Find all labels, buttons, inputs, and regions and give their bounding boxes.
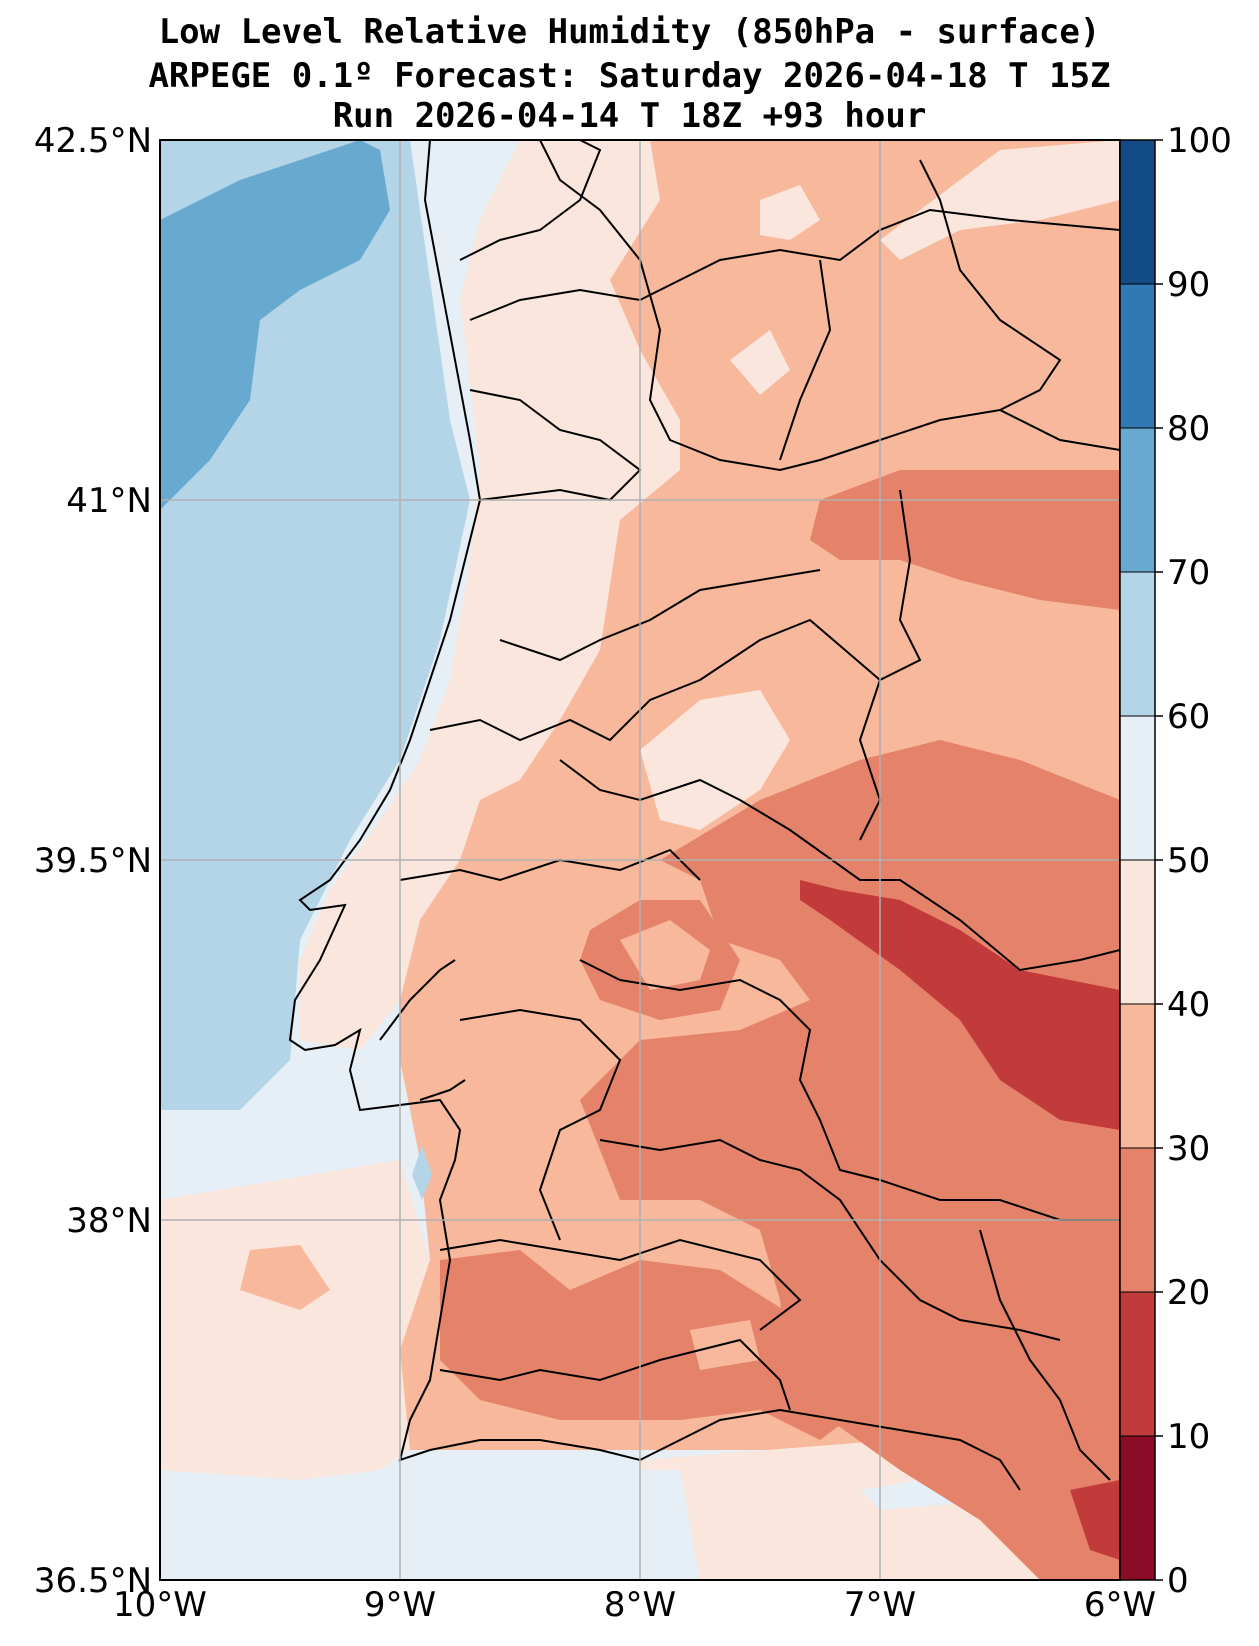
coastline-and-borders [288, 140, 1120, 1491]
border-5 [779, 259, 832, 461]
rh-60-70-bay [412, 1145, 432, 1200]
title-line-2: ARPEGE 0.1º Forecast: Saturday 2026-04-1… [148, 56, 1111, 96]
lon-label-1: 9°W [364, 1585, 436, 1625]
colorbar-segment-4 [1120, 860, 1155, 1004]
colorbar-segment-6 [1120, 572, 1155, 716]
lon-label-3: 7°W [844, 1585, 916, 1625]
lon-label-0: 10°W [113, 1585, 207, 1625]
border-7 [858, 489, 922, 841]
colorbar-segment-5 [1120, 716, 1155, 860]
colorbar-segment-0 [1120, 1436, 1155, 1580]
colorbar-segment-8 [1120, 284, 1155, 428]
longitude-labels: 10°W 9°W 8°W 7°W 6°W [113, 1585, 1156, 1625]
lat-label-4: 36.5°N [34, 1561, 152, 1601]
border-6 [919, 159, 1062, 411]
colorbar-label-1: 10 [1167, 1417, 1210, 1457]
colorbar-label-5: 50 [1167, 841, 1210, 881]
border-4 [539, 140, 1120, 472]
border-3 [459, 140, 602, 261]
colorbar-label-2: 20 [1167, 1273, 1210, 1313]
colorbar-segment-7 [1120, 428, 1155, 572]
rh-70-80-ocean [160, 140, 390, 510]
border-14 [599, 1138, 1061, 1341]
colorbar-frame [1119, 139, 1156, 1581]
border-13 [459, 1008, 622, 1241]
rh-20-30-small-3 [800, 1230, 830, 1255]
colorbar-segment-2 [1120, 1148, 1155, 1292]
rh-10-20-southeast [1070, 1480, 1120, 1560]
title-line-3: Run 2026-04-14 T 18Z +93 hour [332, 96, 927, 136]
coastline [288, 140, 1021, 1491]
lat-label-3: 38°N [66, 1201, 152, 1241]
border-16 [439, 1338, 791, 1411]
rh-40-50-north-3 [880, 140, 1120, 260]
estuary-tejo [379, 959, 456, 1041]
rh-20-30-small-2 [730, 1180, 790, 1210]
lat-label-1: 41°N [66, 481, 152, 521]
colorbar-segment-9 [1120, 140, 1155, 284]
rh-40-50-center [640, 690, 790, 830]
lon-label-2: 8°W [604, 1585, 676, 1625]
colorbar-label-4: 40 [1167, 985, 1210, 1025]
rh-40-50-north-1 [760, 185, 820, 240]
border-9 [429, 618, 881, 742]
colorbar-label-10: 100 [1167, 121, 1232, 161]
title-line-1: Low Level Relative Humidity (850hPa - su… [158, 12, 1101, 52]
colorbar-label-8: 80 [1167, 409, 1210, 449]
colorbar-label-9: 90 [1167, 265, 1210, 305]
rh-30-40-offshore [240, 1245, 330, 1310]
colorbar-label-3: 30 [1167, 1129, 1210, 1169]
rh-20-30-northeast [810, 470, 1120, 610]
border-1 [469, 389, 642, 502]
rh-60-70-notch [160, 145, 300, 185]
colorbar-label-0: 0 [1167, 1561, 1189, 1601]
latitude-labels: 42.5°N 41°N 39.5°N 38°N 36.5°N [34, 121, 152, 1601]
colorbar-label-6: 60 [1167, 697, 1210, 737]
rh-40-50-coast [300, 140, 680, 1050]
colorbar-label-7: 70 [1167, 553, 1210, 593]
rh-30-40-south-patch [690, 1320, 760, 1370]
border-10 [559, 759, 1120, 972]
colorbar: 0 10 20 30 40 50 60 70 80 90 100 [1119, 121, 1232, 1601]
rh-40-50-south [160, 1160, 430, 1480]
lat-label-2: 39.5°N [34, 841, 152, 881]
border-15 [439, 1238, 802, 1331]
border-12 [579, 959, 1120, 1221]
rh-30-40-hole [620, 920, 710, 990]
lat-label-0: 42.5°N [34, 121, 152, 161]
colorbar-segment-1 [1120, 1292, 1155, 1436]
border-17 [979, 1229, 1111, 1481]
rh-50-60-south-patch [560, 1470, 700, 1580]
border-8 [499, 569, 821, 662]
rh-20-30-small-1 [680, 1080, 780, 1125]
estuary-sado [419, 1079, 466, 1101]
lon-label-4: 6°W [1084, 1585, 1156, 1625]
rh-40-50-north-2 [730, 330, 790, 395]
rh-20-30-south [440, 1250, 860, 1440]
colorbar-segment-3 [1120, 1004, 1155, 1148]
